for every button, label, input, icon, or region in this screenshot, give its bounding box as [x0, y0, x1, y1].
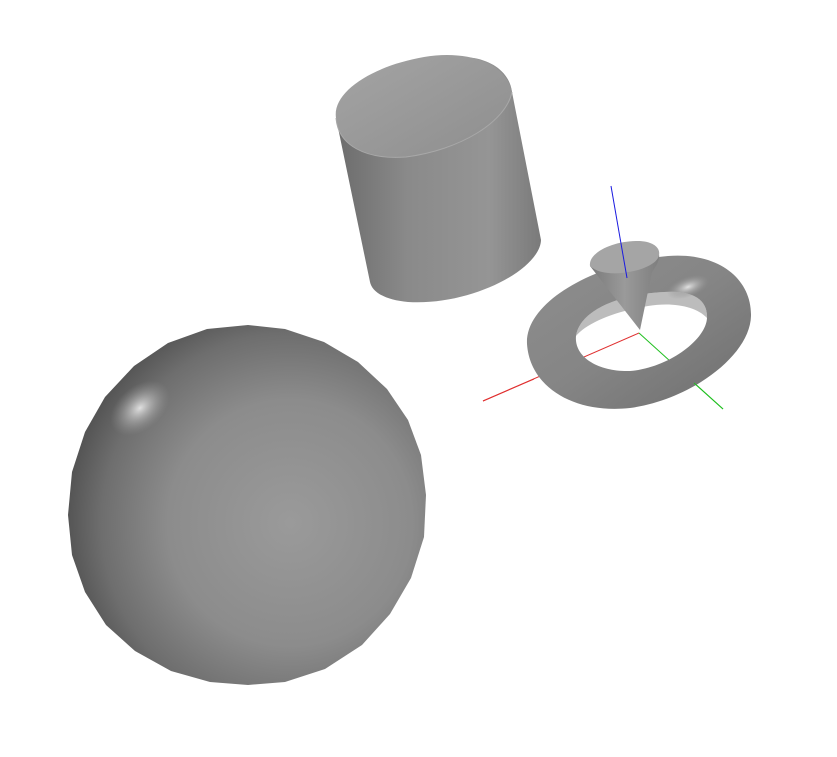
- torus-highlight: [667, 274, 709, 300]
- sphere-body: [68, 325, 426, 685]
- cone-object[interactable]: [589, 240, 660, 330]
- axis-gizmo-front: [482, 185, 724, 410]
- cylinder-top: [335, 55, 512, 158]
- z-axis-line: [610, 185, 628, 279]
- torus-object[interactable]: [526, 255, 752, 409]
- sphere-object[interactable]: [68, 325, 426, 685]
- cylinder-rim: [335, 91, 513, 158]
- y-axis-line-front: [693, 382, 724, 410]
- torus-inner-shadow: [576, 291, 708, 336]
- sphere-highlight: [110, 380, 170, 436]
- cylinder-object[interactable]: [335, 55, 541, 303]
- x-axis-line-front: [482, 378, 535, 402]
- cone-base: [589, 240, 660, 274]
